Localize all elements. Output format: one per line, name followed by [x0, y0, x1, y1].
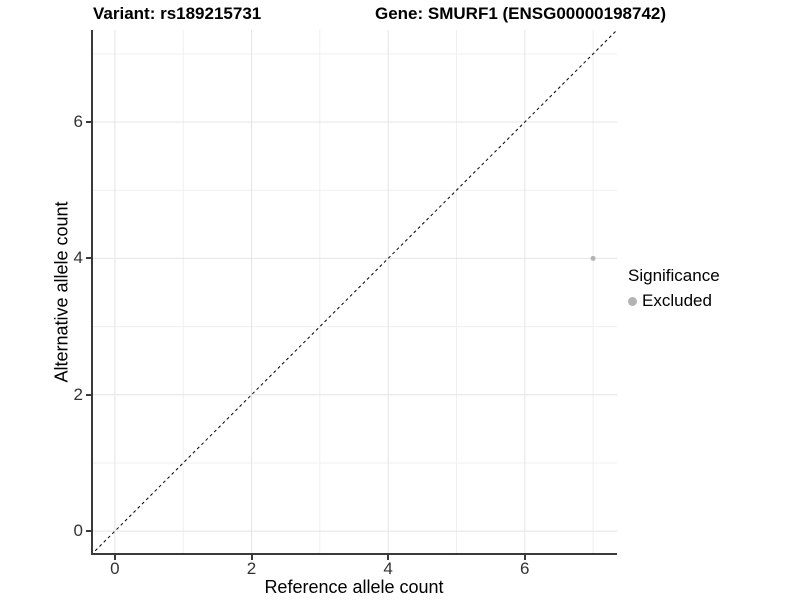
y-tick-label: 4	[73, 248, 83, 268]
y-tick-mark	[86, 530, 91, 533]
identity-line	[91, 30, 617, 555]
y-tick-label: 6	[73, 112, 83, 132]
y-tick-label: 2	[73, 384, 83, 404]
legend-item-label: Excluded	[642, 291, 712, 310]
y-tick-mark	[86, 393, 91, 396]
plot-title-gene: Gene: SMURF1 (ENSG00000198742)	[375, 4, 667, 23]
legend-item-excluded: Excluded	[628, 291, 720, 311]
plot-panel	[91, 30, 617, 555]
x-tick-mark	[523, 555, 526, 560]
legend-title: Significance	[628, 266, 720, 285]
plot-canvas	[91, 30, 617, 555]
x-axis-title: Reference allele count	[264, 577, 444, 597]
x-tick-label: 6	[520, 559, 530, 578]
x-tick-mark	[250, 555, 253, 560]
data-point	[590, 255, 596, 261]
y-tick-mark	[86, 121, 91, 124]
x-tick-mark	[113, 555, 116, 560]
y-tick-label: 0	[73, 521, 83, 541]
x-tick-label: 2	[246, 559, 257, 578]
plot-title-variant: Variant: rs189215731	[93, 4, 262, 23]
x-tick-label: 4	[383, 559, 393, 578]
x-tick-mark	[387, 555, 390, 560]
legend: Significance Excluded	[628, 266, 720, 311]
y-axis-title: Alternative allele count	[51, 201, 72, 383]
legend-key-dot-icon	[628, 296, 637, 306]
y-tick-mark	[86, 257, 91, 260]
x-tick-label: 0	[110, 559, 120, 578]
